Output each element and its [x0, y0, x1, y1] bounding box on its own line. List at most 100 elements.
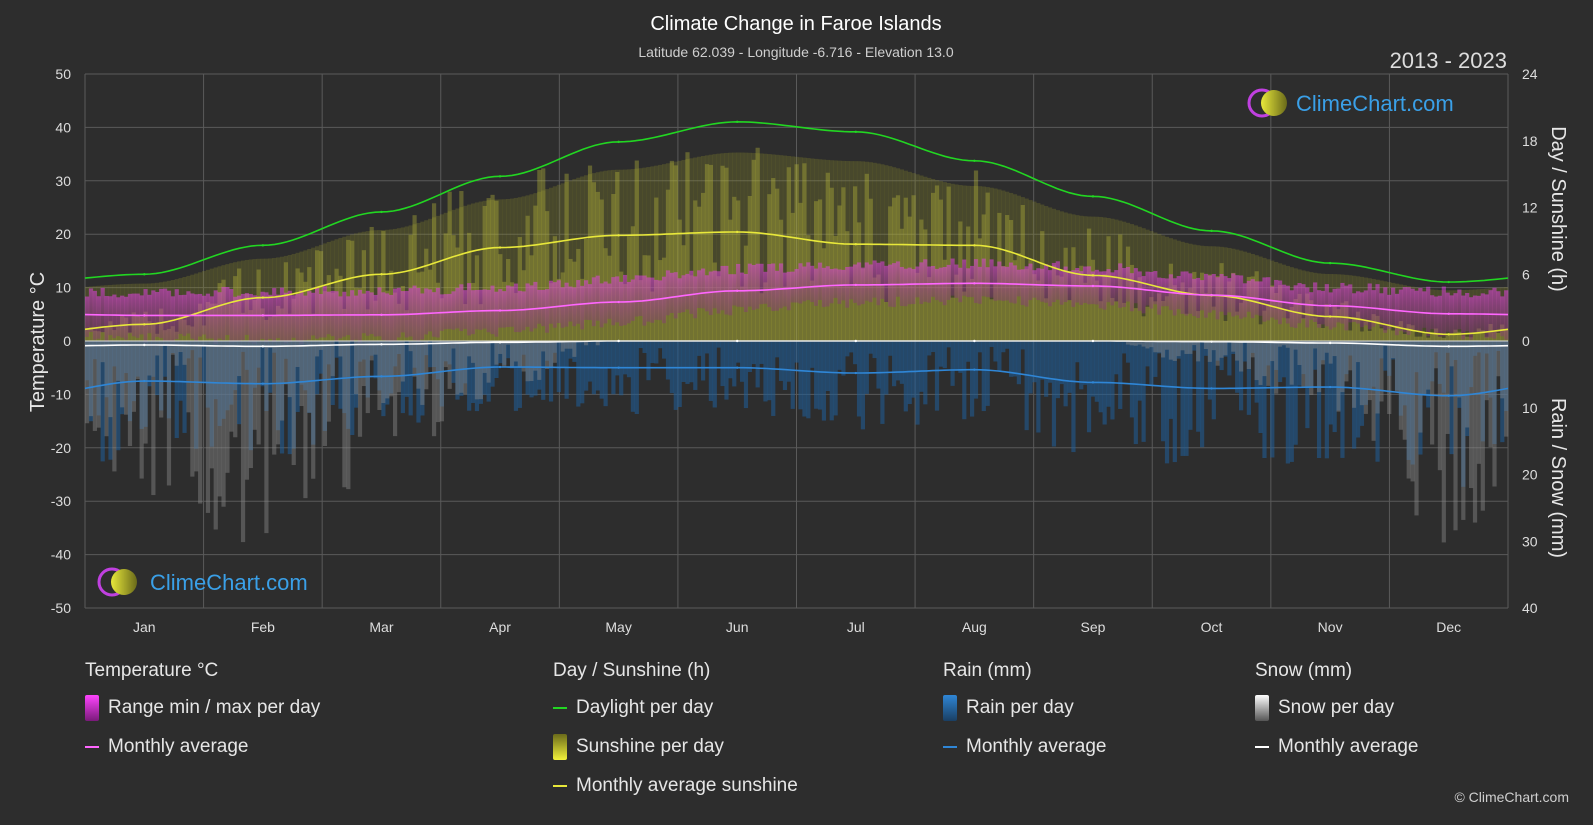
snow-bar [248, 341, 253, 469]
rain-bar [778, 341, 784, 381]
sunshine-bar [1262, 310, 1267, 341]
sunshine-bar [1242, 296, 1248, 341]
daylight-bar [595, 172, 600, 341]
daylight-bar [700, 156, 706, 341]
daylight-bar [361, 231, 367, 341]
temperature-range-bar [1266, 277, 1271, 321]
sunshine-bar [1281, 310, 1287, 341]
temperature-range-bar [127, 293, 133, 334]
temperature-point [261, 314, 265, 317]
temperature-range-bar [1332, 288, 1337, 328]
rain-bar [1320, 341, 1326, 361]
daylight-bar [763, 153, 768, 341]
sunshine-bar [993, 284, 998, 341]
temperature-range-bar [907, 267, 912, 305]
temperature-range-bar [104, 296, 109, 343]
temperature-range-bar [580, 285, 585, 330]
temperature-range-bar [1059, 271, 1064, 305]
temperature-range-bar [525, 283, 530, 327]
daylight-point [973, 159, 976, 162]
legend-item: Monthly average [85, 735, 320, 759]
rain-bar [845, 341, 850, 357]
snow-bar [533, 341, 538, 371]
rain-bar [899, 341, 905, 384]
snow-bar [342, 341, 347, 488]
snow-bar [509, 341, 515, 368]
sunshine-bar [88, 327, 94, 341]
temperature-range-bar [1024, 266, 1029, 307]
snow-bar [1277, 341, 1283, 347]
daylight-bar [732, 152, 737, 341]
snow-bar [1449, 341, 1454, 367]
temperature-range-bar [513, 283, 519, 333]
sunshine-bar [802, 163, 807, 341]
rain-bar [1355, 341, 1361, 438]
rain-bar [872, 341, 877, 359]
rain-bar [1414, 341, 1419, 373]
rain-bar [685, 341, 690, 384]
snow-bar [201, 341, 207, 347]
temperature-range-bar [981, 258, 986, 297]
temperature-range-bar [326, 291, 331, 335]
temperature-range-bar [771, 263, 776, 311]
rain-bar [771, 341, 776, 416]
temperature-range-bar [1285, 285, 1290, 324]
temperature-range-bar [498, 289, 503, 328]
daylight-bar [365, 231, 370, 341]
snow-bar [147, 341, 152, 376]
sunshine-bar [751, 159, 756, 341]
rain-bar [463, 341, 468, 384]
temperature-range-bar [700, 268, 706, 309]
daylight-line [84, 120, 1509, 283]
rain-bar [802, 341, 807, 417]
sunshine-bar [1196, 311, 1201, 341]
daylight-bar [455, 208, 460, 341]
logo-text-top: ClimeChart.com [1296, 91, 1454, 116]
snow-bar [443, 341, 448, 368]
temperature-range-bar [85, 296, 90, 337]
sunshine-bar [1387, 324, 1392, 341]
rain-bar [759, 341, 764, 364]
x-tick-label: Nov [1318, 619, 1343, 635]
sunshine-bar [1355, 311, 1361, 341]
temperature-range-bar [1344, 285, 1349, 331]
sunshine-bar [591, 182, 597, 341]
daylight-point [261, 244, 265, 247]
rain-bar [428, 341, 433, 368]
snow-bar [1192, 341, 1197, 346]
rain-bar [194, 341, 199, 449]
rain-bar [404, 341, 409, 397]
temperature-range-bar [950, 258, 955, 296]
snow-bar [494, 341, 499, 365]
temperature-range-bar [1469, 297, 1474, 340]
rain-bar [1032, 341, 1037, 383]
temperature-range-bar [361, 293, 367, 334]
y-tick-label-left: 30 [55, 173, 71, 189]
rain-bar [864, 341, 869, 394]
temperature-range-bar [1379, 293, 1384, 327]
temperature-range-bar [369, 292, 374, 334]
snow-bar [330, 341, 335, 377]
sunshine-bar [587, 165, 593, 341]
temperature-range-bar [268, 294, 273, 339]
temperature-range-bar [1301, 284, 1306, 319]
rain-bar [1488, 341, 1493, 398]
rain-bar [1164, 341, 1170, 464]
legend-title: Snow (mm) [1255, 660, 1353, 681]
sunshine-bar [763, 282, 768, 341]
sunshine-bar [611, 193, 616, 341]
temperature-range-bar [591, 277, 597, 327]
sunshine-bar [876, 274, 881, 341]
rain-bar [287, 341, 292, 455]
temperature-range-bar [295, 294, 300, 342]
temperature-range-bar [287, 290, 292, 343]
temperature-range-bar [560, 287, 565, 328]
rain-bar [303, 341, 308, 391]
snow-bar [478, 341, 483, 400]
snow-bar [1219, 341, 1224, 358]
daylight-bar [767, 154, 772, 341]
temperature-range-bar [1114, 270, 1119, 302]
temperature-range-bar [299, 290, 304, 345]
sunshine-bar [1472, 333, 1478, 341]
snow-bar [260, 341, 265, 347]
